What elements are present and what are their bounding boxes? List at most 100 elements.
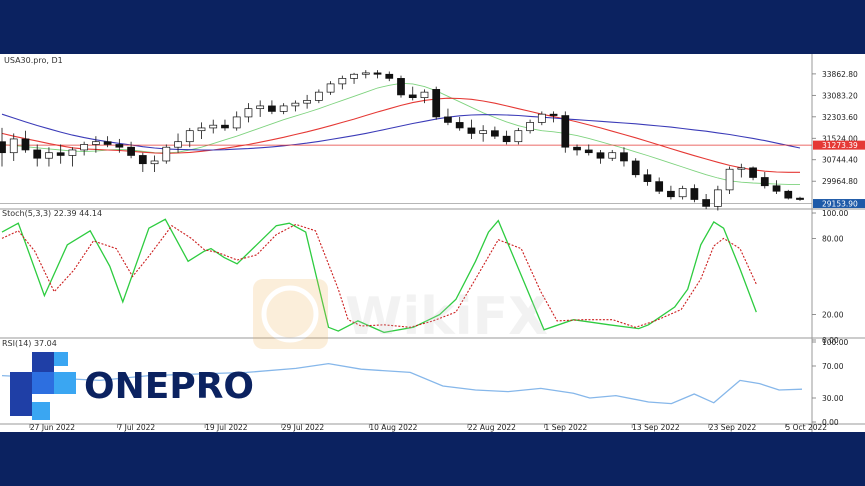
- candle: [185, 127, 194, 148]
- logo-block-6: [54, 352, 68, 366]
- candle: [690, 184, 699, 203]
- price-tick-label: 29964.80: [822, 177, 858, 186]
- onepro-logo-mark: ONEPRO: [10, 352, 254, 420]
- candle: [162, 144, 171, 164]
- date-tick-label: 19 Jul 2022: [205, 423, 248, 432]
- candle: [68, 147, 77, 167]
- price-tick-label: 33083.20: [822, 91, 858, 100]
- candle: [772, 180, 781, 194]
- candle: [174, 133, 182, 153]
- candle: [702, 194, 710, 210]
- indicator-tick-label: 30.00: [822, 394, 844, 403]
- candle: [244, 103, 253, 123]
- candle: [209, 119, 218, 134]
- candle: [21, 130, 30, 153]
- candle: [643, 169, 652, 186]
- price-tick-label: 33862.80: [822, 70, 858, 79]
- candle: [92, 136, 100, 153]
- price-level-tag: [813, 140, 865, 150]
- date-tick-label: 22 Aug 2022: [468, 423, 516, 432]
- candle: [526, 119, 534, 134]
- indicator-line: [1, 362, 803, 405]
- candle: [326, 81, 335, 95]
- watermark-globe-icon: [261, 285, 319, 343]
- date-tick-label: 5 Oct 2022: [785, 423, 827, 432]
- chart-panel: USA30.pro, D1 33862.80 33083.20 32303.60 31…: [0, 54, 865, 432]
- indicator-tick-label: 0.00: [822, 336, 839, 345]
- watermark-text: WikiFX: [345, 287, 548, 347]
- indicator-line: [1, 218, 757, 334]
- candle: [655, 177, 664, 194]
- candle: [397, 75, 405, 98]
- indicator-tick-label: 70.00: [822, 362, 844, 371]
- wikifx-watermark: WikiFX: [253, 279, 548, 349]
- candle: [537, 111, 546, 126]
- last-price-tag-label: 29153.90: [822, 200, 858, 209]
- last-price-tag: [813, 199, 865, 209]
- candle: [385, 71, 394, 82]
- candle: [338, 75, 347, 90]
- candle: [514, 127, 523, 145]
- candle: [314, 89, 323, 104]
- watermark-badge: [253, 279, 328, 349]
- candle: [620, 147, 628, 167]
- indicator-tick-label: 20.00: [822, 311, 844, 320]
- date-tick-label: 1 Sep 2022: [545, 423, 588, 432]
- candle: [491, 126, 499, 139]
- candle: [373, 70, 382, 79]
- candle: [303, 94, 311, 109]
- candle: [678, 185, 687, 200]
- candle: [725, 166, 734, 194]
- indicator-tick-label: 0.00: [822, 418, 839, 427]
- chart-svg: USA30.pro, D1 33862.80 33083.20 32303.60 31…: [0, 54, 865, 432]
- price-tick-label: 30744.40: [822, 156, 858, 165]
- logo-text: ONEPRO: [84, 366, 254, 407]
- candle: [784, 189, 793, 200]
- moving-averages: [1, 82, 801, 186]
- candle: [713, 185, 722, 211]
- moving-average-line: [1, 82, 801, 186]
- candle: [760, 171, 769, 189]
- candle: [502, 130, 511, 145]
- price-axis-ticks: 33862.80 33083.20 32303.60 31524.00 30744.40…: [812, 70, 858, 186]
- candle: [749, 166, 757, 181]
- candle: [268, 100, 276, 115]
- rsi-axis-ticks: 100.00 70.00 30.00 0.00: [812, 338, 848, 427]
- candlesticks: [0, 70, 804, 211]
- candle: [138, 152, 147, 172]
- candle: [115, 138, 124, 153]
- logo-block-4: [32, 372, 54, 394]
- candle: [549, 111, 558, 123]
- candle: [467, 119, 476, 139]
- candle: [56, 144, 65, 164]
- candle: [291, 100, 300, 112]
- onepro-logo: ONEPRO: [8, 350, 278, 430]
- date-tick-label: 23 Sep 2022: [709, 423, 757, 432]
- candle: [631, 158, 640, 178]
- candle: [45, 147, 53, 167]
- candle: [796, 196, 804, 201]
- candle: [573, 144, 581, 156]
- candle: [103, 136, 112, 148]
- moving-average-line: [1, 97, 800, 173]
- rsi-title: RSI(14) 37.04: [2, 339, 57, 348]
- price-chart-title: USA30.pro, D1: [4, 56, 63, 65]
- candle: [350, 72, 358, 84]
- logo-block-5: [54, 372, 76, 394]
- indicator-tick-label: 80.00: [822, 234, 844, 243]
- candle: [608, 149, 617, 161]
- candle: [197, 122, 206, 139]
- date-tick-label: 7 Jul 2022: [118, 423, 156, 432]
- candle: [408, 86, 417, 101]
- candle: [596, 149, 605, 164]
- price-level-tag-label: 31273.39: [822, 141, 858, 150]
- stochastic-lines: [1, 218, 757, 334]
- price-tick-label: 32303.60: [822, 113, 858, 122]
- candle: [221, 119, 229, 131]
- candle: [444, 108, 452, 126]
- logo-block-7: [32, 402, 50, 420]
- candle: [667, 185, 675, 200]
- candle: [420, 89, 429, 104]
- stoch-axis-ticks: 100.00 80.00 20.00 0.00: [812, 209, 848, 345]
- candle: [561, 111, 570, 153]
